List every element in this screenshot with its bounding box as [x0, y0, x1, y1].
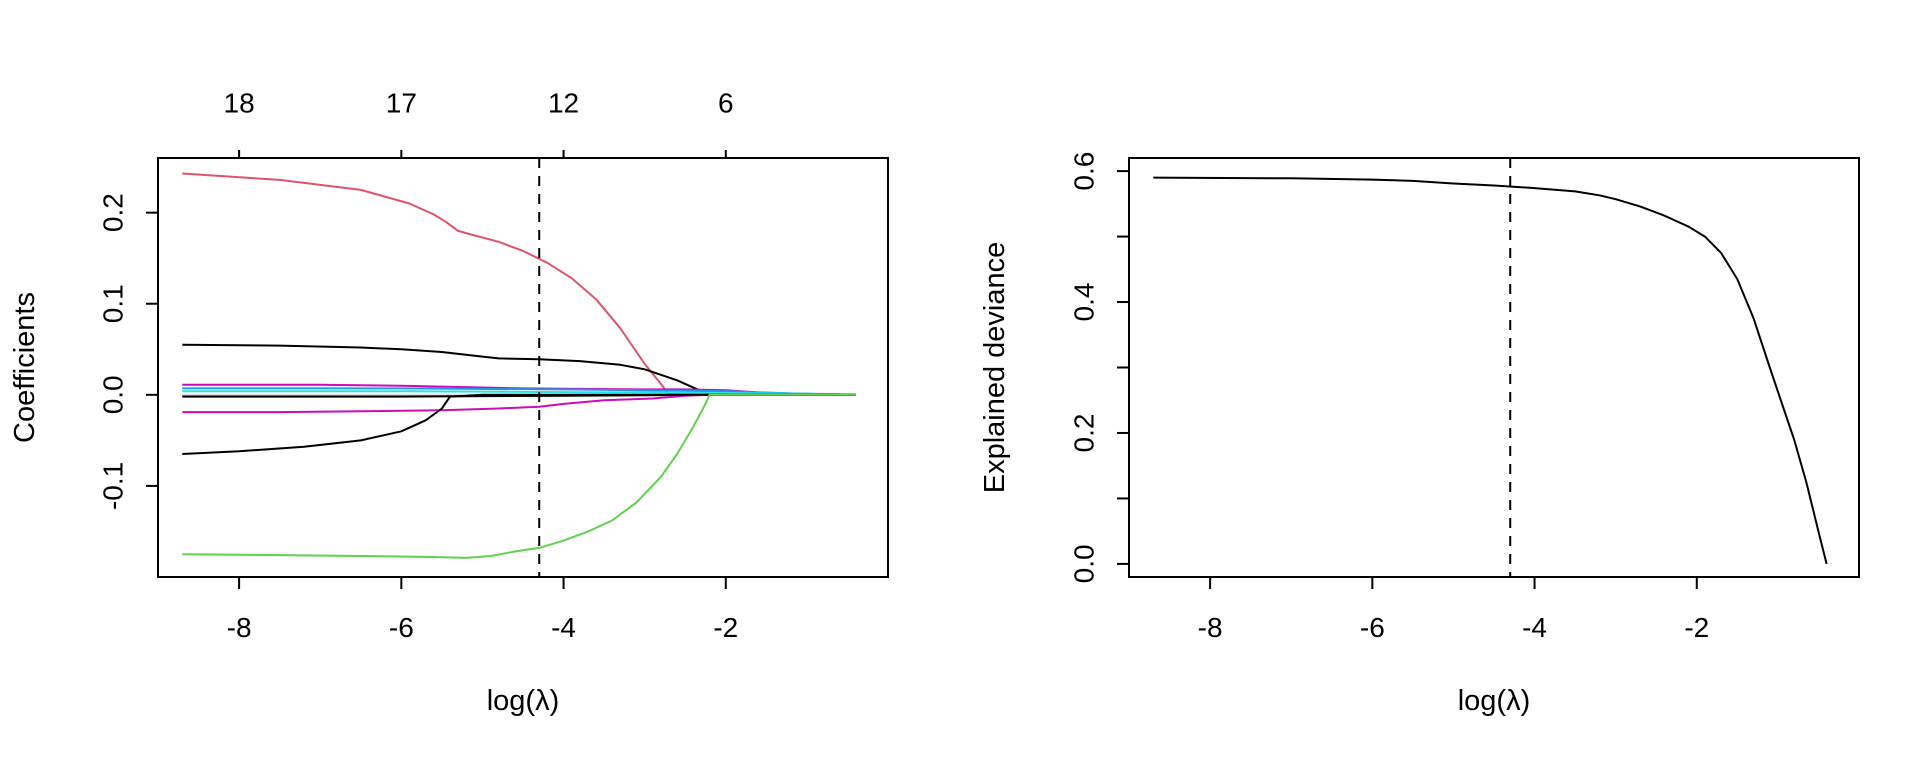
- x-tick-label: -6: [389, 612, 414, 643]
- series-line: [182, 393, 856, 559]
- y-tick-label: 0.4: [1069, 283, 1100, 322]
- top-axis-label: 18: [224, 88, 255, 119]
- plot-frame: [1128, 157, 1860, 578]
- top-axis-label: 12: [548, 88, 579, 119]
- x-tick-label: -4: [1522, 612, 1547, 643]
- y-tick-label: 0.6: [1069, 152, 1100, 191]
- y-tick-label: 0.1: [98, 284, 129, 323]
- x-tick-label: -8: [227, 612, 252, 643]
- x-tick-label: -4: [551, 612, 576, 643]
- y-axis-title: Explained deviance: [979, 242, 1011, 494]
- plot-frame: [157, 157, 889, 578]
- y-tick-label: -0.1: [98, 462, 129, 510]
- explained-deviance-plot: -8 -6 -4 -2 0.0 0.2 0.4 0.6 log(λ) Explained devi…: [979, 152, 1860, 717]
- x-tick-label: -2: [713, 612, 738, 643]
- x-tick-label: -2: [1684, 612, 1709, 643]
- series-line: [182, 172, 856, 396]
- y-tick-label: 0.2: [98, 193, 129, 232]
- series-line: [182, 393, 856, 455]
- series-line: [182, 343, 856, 396]
- top-axis-label: 17: [386, 88, 417, 119]
- x-axis-title: log(λ): [1458, 685, 1531, 717]
- series-line: [1153, 176, 1828, 565]
- coefficients-path-plot: -8 -6 -4 -2 -0.1 0.0 0.1 0.2 18 17 12 6 log(λ) Coeffi…: [9, 88, 889, 717]
- top-axis-label: 6: [718, 88, 734, 119]
- y-tick-label: 0.2: [1069, 414, 1100, 453]
- y-tick-label: 0.0: [1069, 544, 1100, 583]
- y-axis-title: Coefficients: [9, 292, 41, 443]
- x-axis-title: log(λ): [487, 685, 560, 717]
- y-tick-label: 0.0: [98, 375, 129, 414]
- x-tick-label: -6: [1360, 612, 1385, 643]
- x-tick-label: -8: [1198, 612, 1223, 643]
